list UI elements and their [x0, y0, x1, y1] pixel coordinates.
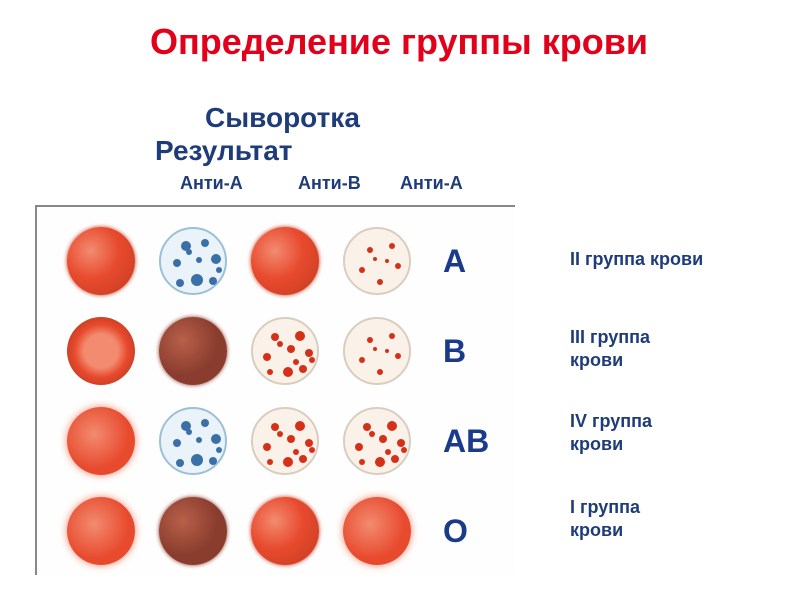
row-type-label: A [443, 245, 466, 277]
blood-drop [343, 407, 411, 475]
blood-drop [343, 497, 411, 565]
side-label-0: II группа крови [570, 248, 703, 271]
side-label-1: III группа крови [570, 326, 650, 371]
blood-drop [251, 317, 319, 385]
side-label-3: I группа крови [570, 496, 640, 541]
subtitle-result: Результат [155, 135, 293, 167]
side-label-2: IV группа крови [570, 410, 652, 455]
row-type-label: O [443, 515, 468, 547]
blood-drop [251, 227, 319, 295]
col-header-anti-b: Анти-В [298, 173, 361, 194]
blood-row: AB [37, 397, 515, 485]
blood-row: A [37, 217, 515, 305]
blood-drop [159, 227, 227, 295]
row-type-label: AB [443, 425, 489, 457]
page-title: Определение группы крови [60, 20, 800, 63]
blood-drop [343, 317, 411, 385]
blood-drop [67, 407, 135, 475]
blood-drop [251, 497, 319, 565]
blood-drop [251, 407, 319, 475]
blood-row: B [37, 307, 515, 395]
subtitle-serum: Сыворотка [205, 102, 360, 134]
blood-drop [67, 497, 135, 565]
chart-area: ABABO [35, 205, 515, 575]
row-type-label: B [443, 335, 466, 367]
blood-drop [159, 407, 227, 475]
blood-drop [159, 317, 227, 385]
blood-drop [67, 317, 135, 385]
blood-drop [159, 497, 227, 565]
blood-drop [343, 227, 411, 295]
blood-row: O [37, 487, 515, 575]
col-header-anti-a2: Анти-А [400, 173, 463, 194]
blood-drop [67, 227, 135, 295]
col-header-anti-a: Анти-А [180, 173, 243, 194]
